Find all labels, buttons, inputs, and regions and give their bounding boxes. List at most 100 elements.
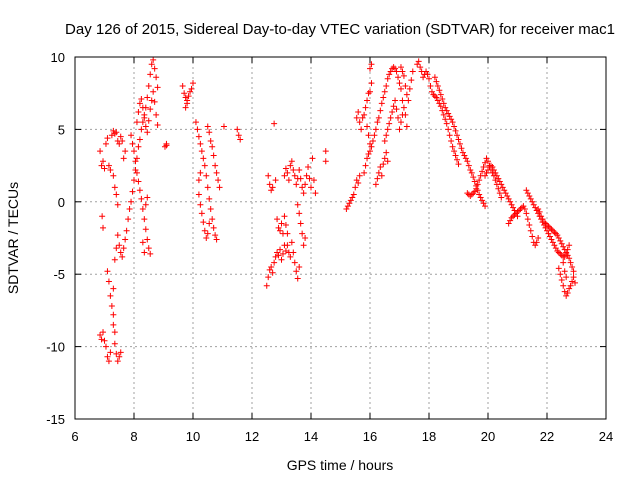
data-point [369,137,376,144]
data-point [364,97,371,104]
data-point [136,100,143,107]
data-point [163,142,170,149]
data-point [145,245,152,252]
data-point [504,193,511,200]
x-tick-label: 14 [304,429,318,444]
data-point [365,90,372,97]
data-point [524,216,531,223]
data-point [116,242,123,249]
data-point [555,249,562,256]
data-point [364,123,371,130]
data-point [387,68,394,75]
data-point [393,68,400,75]
data-point [188,85,195,92]
x-tick-label: 6 [71,429,78,444]
data-point [487,162,494,169]
data-point [361,169,368,176]
data-point [431,93,438,100]
data-point [489,164,496,171]
data-point [387,114,394,121]
data-point [135,143,142,150]
data-point [377,164,384,171]
data-point [153,111,160,118]
data-point [111,184,118,191]
data-point [473,185,480,192]
data-point [566,242,573,249]
data-point [212,232,219,239]
data-point [510,213,517,220]
data-point [110,285,117,292]
data-point [371,132,378,139]
data-point [350,191,357,198]
data-point [125,216,132,223]
data-point [535,206,542,213]
data-point [213,169,220,176]
data-point [139,239,146,246]
data-point [365,132,372,139]
data-point [549,227,556,234]
data-point [558,276,565,283]
data-point [299,184,306,191]
data-point [446,113,453,120]
data-point [141,114,148,121]
data-point [293,181,300,188]
data-point [190,80,196,87]
data-point [513,210,520,217]
data-point [545,230,552,237]
data-point [561,288,568,295]
data-point [452,152,459,159]
data-point [378,100,385,107]
data-point [521,206,528,213]
data-point [210,152,217,159]
data-point [129,188,136,195]
data-point [353,177,360,184]
data-point [120,245,127,252]
data-point [192,119,199,126]
data-point [375,169,382,176]
x-tick-label: 20 [481,429,495,444]
data-point [128,132,135,139]
data-point [558,252,565,259]
data-point [396,80,403,87]
data-point [147,106,154,113]
data-point [131,148,137,155]
data-point [480,164,487,171]
data-point [431,74,438,81]
data-point [468,169,475,176]
data-point [367,88,373,95]
data-point [138,195,145,202]
data-point [129,140,136,147]
data-point [383,149,390,156]
data-point [279,250,286,257]
data-point [400,104,407,111]
data-point [206,220,213,227]
data-point [136,136,143,143]
data-point [448,116,455,123]
data-point [204,123,211,130]
data-point [392,65,399,72]
data-point [372,181,379,188]
data-point [527,195,534,202]
x-tick-label: 22 [540,429,554,444]
data-point [433,94,440,101]
data-point [485,158,491,165]
data-point [282,221,289,228]
data-point [132,158,139,165]
data-point [116,353,123,360]
data-point [310,177,317,184]
y-tick-label: -5 [53,267,65,282]
data-point [344,203,351,210]
data-point [122,148,129,155]
data-point [367,65,373,72]
data-point [552,245,559,252]
data-point [293,268,300,275]
data-point [495,175,502,182]
data-point [561,253,568,260]
data-point [470,190,477,197]
data-point [284,242,291,249]
y-tick-label: 0 [58,195,65,210]
data-point [195,177,202,184]
data-point [501,187,508,194]
data-point [508,201,515,208]
